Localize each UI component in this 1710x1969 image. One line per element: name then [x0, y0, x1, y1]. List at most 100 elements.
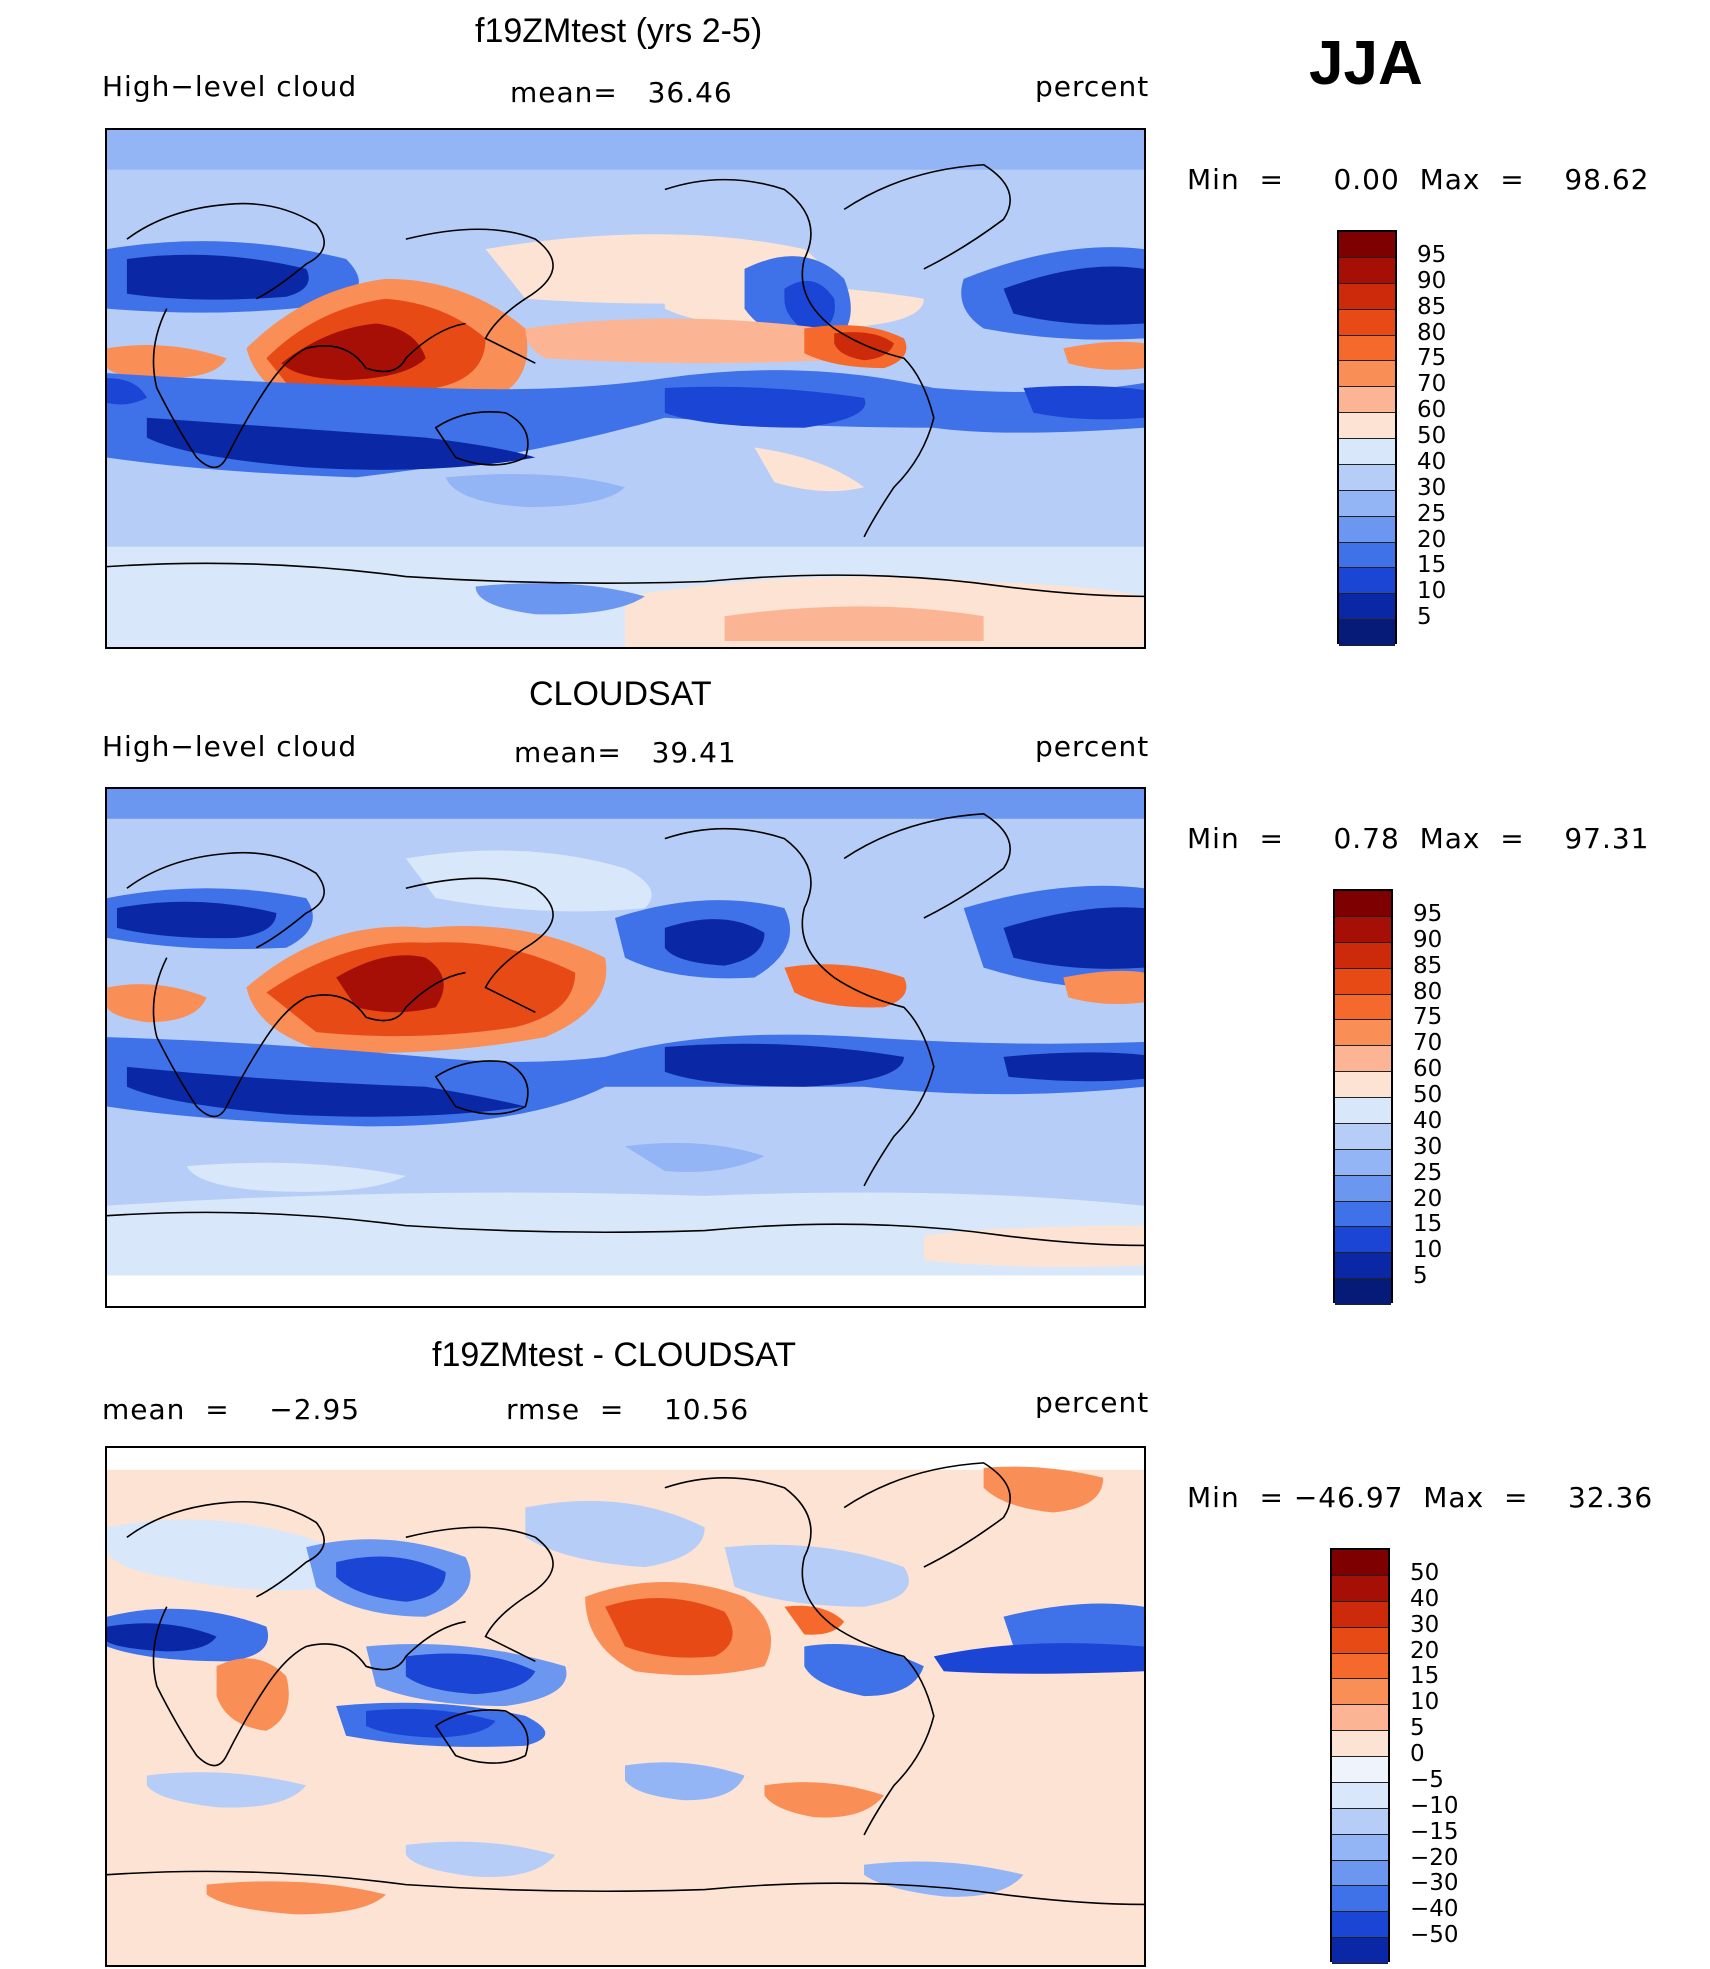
colorbar-tick-label: 75: [1417, 345, 1447, 372]
colorbar-tick-label: 90: [1417, 267, 1447, 294]
colorbar-tick-label: 90: [1413, 926, 1443, 953]
colorbar-swatch: [1335, 891, 1391, 917]
colorbar-swatch: [1339, 387, 1395, 414]
colorbar-tick-label: 80: [1417, 319, 1447, 346]
colorbar-tick-label: −30: [1410, 1870, 1459, 1897]
panel-2-title: CLOUDSAT: [529, 675, 712, 713]
colorbar-swatch: [1332, 1834, 1388, 1861]
colorbar-swatch: [1335, 968, 1391, 995]
colorbar-swatch: [1339, 542, 1395, 569]
colorbar-swatch: [1339, 257, 1395, 284]
colorbar-swatch: [1332, 1731, 1388, 1757]
colorbar-tick-label: −50: [1410, 1922, 1459, 1949]
colorbar-tick-label: −40: [1410, 1896, 1459, 1923]
colorbar-swatch: [1339, 490, 1395, 517]
colorbar-tick-label: 50: [1417, 423, 1447, 449]
panel-3-mean-label: mean = −2.95: [102, 1393, 361, 1426]
colorbar-swatch: [1339, 361, 1395, 388]
colorbar-swatch: [1339, 232, 1395, 258]
colorbar-tick-label: 5: [1413, 1263, 1428, 1290]
colorbar-tick-label: 10: [1410, 1689, 1440, 1716]
colorbar-swatch: [1332, 1886, 1388, 1913]
colorbar-tick-label: 15: [1417, 552, 1447, 579]
colorbar-swatch: [1335, 1046, 1391, 1073]
colorbar-swatch: [1332, 1601, 1388, 1628]
colorbar-swatch: [1335, 916, 1391, 943]
colorbar-tick-label: 75: [1413, 1004, 1443, 1031]
colorbar-tick-label: 85: [1413, 952, 1443, 979]
panel-3-min-max: Min = −46.97 Max = 32.36: [1187, 1481, 1654, 1514]
season-label: JJA: [1309, 29, 1423, 98]
colorbar-swatch: [1332, 1575, 1388, 1602]
colorbar-tick-label: −20: [1410, 1844, 1459, 1871]
colorbar-swatch: [1339, 620, 1395, 646]
colorbar-swatch: [1332, 1757, 1388, 1783]
panel-1-title: f19ZMtest (yrs 2-5): [475, 12, 763, 50]
colorbar-swatch: [1339, 309, 1395, 336]
panel-3-units-label: percent: [1035, 1386, 1150, 1419]
colorbar-swatch: [1335, 1149, 1391, 1176]
colorbar-swatch: [1339, 594, 1395, 621]
colorbar-swatch: [1335, 1253, 1391, 1280]
colorbar-tick-label: 60: [1417, 397, 1447, 424]
colorbar-tick-label: −5: [1410, 1766, 1444, 1793]
colorbar-tick-label: 10: [1413, 1237, 1443, 1264]
colorbar-tick-label: 20: [1410, 1637, 1440, 1664]
colorbar-swatch: [1335, 1072, 1391, 1098]
colorbar-swatch: [1335, 1098, 1391, 1124]
colorbar-swatch: [1339, 283, 1395, 310]
colorbar-swatch: [1335, 942, 1391, 969]
panel-2-mean-label: mean= 39.41: [514, 736, 737, 769]
panel-1-mean-label: mean= 36.46: [510, 76, 733, 109]
colorbar-swatch: [1332, 1653, 1388, 1680]
colorbar-tick-label: 40: [1410, 1585, 1440, 1612]
colorbar-tick-label: 20: [1417, 526, 1447, 553]
colorbar-swatch: [1339, 568, 1395, 595]
colorbar-swatch: [1332, 1679, 1388, 1706]
colorbar-swatch: [1335, 1020, 1391, 1047]
colorbar-swatch: [1332, 1550, 1388, 1576]
panel-1-variable-label: High−level cloud: [102, 70, 358, 103]
colorbar-tick-label: −15: [1410, 1818, 1459, 1845]
panel-2-min-max: Min = 0.78 Max = 97.31: [1187, 822, 1650, 855]
colorbar-tick-label: 25: [1417, 500, 1447, 527]
colorbar-tick-label: 15: [1413, 1211, 1443, 1238]
colorbar-swatch: [1335, 1123, 1391, 1150]
colorbar-tick-label: 85: [1417, 293, 1447, 320]
colorbar-tick-label: 95: [1413, 900, 1443, 927]
panel-1-map: [105, 128, 1146, 649]
panel-3-title: f19ZMtest - CLOUDSAT: [432, 1336, 796, 1374]
panel-3-map: [105, 1446, 1146, 1967]
colorbar-swatch: [1332, 1705, 1388, 1732]
panel-1-units-label: percent: [1035, 70, 1150, 103]
colorbar-swatch: [1332, 1912, 1388, 1939]
colorbar-tick-label: 10: [1417, 578, 1447, 605]
colorbar-swatch: [1332, 1938, 1388, 1964]
colorbar-swatch: [1332, 1860, 1388, 1887]
colorbar-tick-label: 30: [1410, 1611, 1440, 1638]
colorbar-tick-label: 70: [1413, 1030, 1443, 1057]
colorbar-tick-label: 40: [1417, 448, 1447, 475]
colorbar-tick-label: 15: [1410, 1663, 1440, 1690]
panel-1-min-max: Min = 0.00 Max = 98.62: [1187, 163, 1650, 196]
colorbar-swatch: [1339, 464, 1395, 491]
colorbar-swatch: [1339, 516, 1395, 543]
colorbar-tick-label: 5: [1410, 1715, 1425, 1742]
panel-2-map: [105, 787, 1146, 1308]
colorbar-swatch: [1339, 439, 1395, 465]
colorbar-tick-label: 95: [1417, 241, 1447, 268]
colorbar-tick-label: 20: [1413, 1185, 1443, 1212]
colorbar-swatch: [1335, 1227, 1391, 1254]
colorbar-tick-label: 30: [1413, 1133, 1443, 1160]
panel-2-colorbar: [1333, 889, 1393, 1305]
colorbar-tick-label: 40: [1413, 1107, 1443, 1134]
panel-2-units-label: percent: [1035, 730, 1150, 763]
colorbar-tick-label: −10: [1410, 1792, 1459, 1819]
colorbar-swatch: [1335, 1175, 1391, 1202]
panel-3-colorbar: [1330, 1548, 1390, 1964]
colorbar-tick-label: 50: [1410, 1559, 1440, 1586]
colorbar-swatch: [1332, 1627, 1388, 1654]
colorbar-tick-label: 5: [1417, 604, 1432, 631]
colorbar-swatch: [1335, 1279, 1391, 1305]
colorbar-tick-label: 30: [1417, 474, 1447, 501]
